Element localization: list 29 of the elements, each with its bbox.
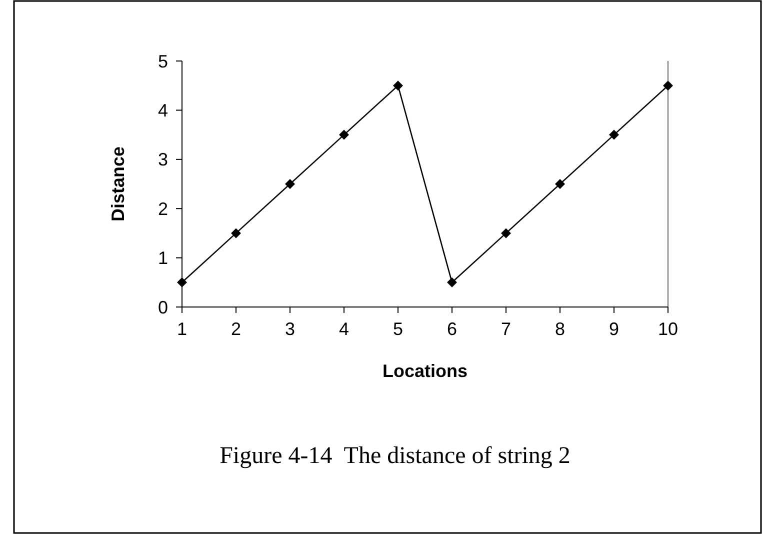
y-tick-label: 5: [158, 51, 168, 72]
point: [447, 277, 457, 288]
x-tick-label: 5: [392, 319, 404, 339]
x-tick-label: 4: [338, 319, 350, 339]
point: [555, 179, 565, 189]
x-tick-label: 2: [230, 319, 242, 339]
x-tick-label: 6: [446, 319, 458, 339]
x-tick-label: 1: [176, 319, 188, 339]
point: [231, 228, 241, 238]
x-tick-label: 10: [658, 319, 678, 339]
point: [393, 80, 403, 91]
y-tick-label: 1: [158, 248, 168, 268]
y-tick-label: 0: [158, 297, 168, 318]
point: [501, 228, 511, 238]
caption: Figure 4-14 The distance of string 2: [220, 443, 570, 469]
x-tick-label: 9: [608, 319, 620, 339]
x-axis-title: Locations: [382, 361, 468, 381]
point: [285, 179, 295, 189]
point: [663, 80, 673, 91]
x-tick-label: 7: [500, 319, 512, 339]
y-tick-label: 3: [158, 150, 168, 170]
y-axis-title: Distance: [108, 146, 128, 222]
point: [177, 277, 187, 288]
x-tick-label: 8: [554, 319, 566, 339]
y-tick-label: 2: [158, 198, 168, 219]
y-tick-label: 4: [158, 100, 168, 120]
point: [339, 130, 349, 140]
point: [609, 130, 619, 140]
x-tick-label: 3: [284, 319, 296, 339]
